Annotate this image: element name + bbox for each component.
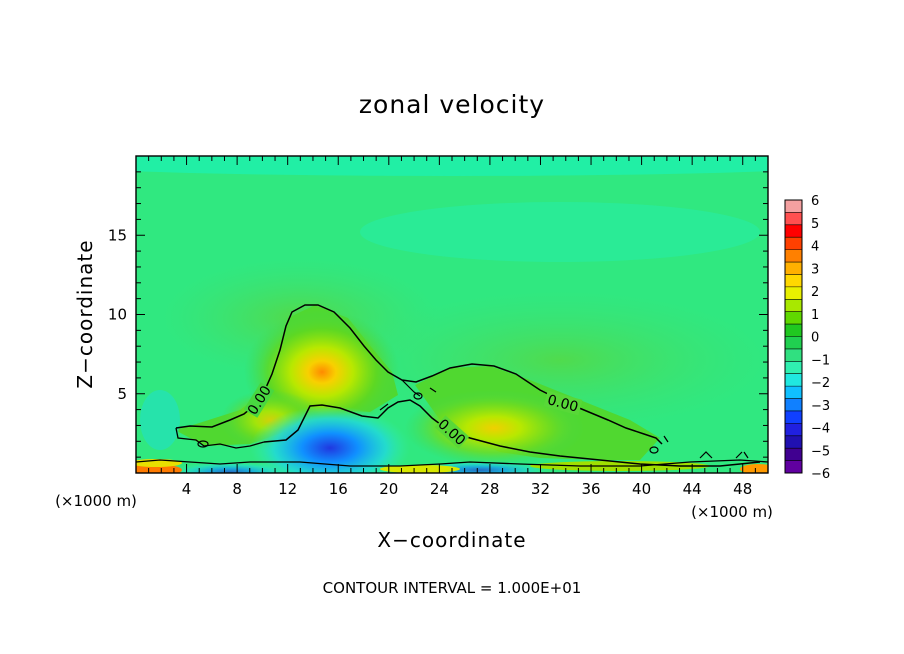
colorbar-tick-label: −1 <box>811 353 830 368</box>
colorbar-swatch <box>785 348 802 362</box>
y-axis-label: Z−coordinate <box>73 239 97 388</box>
zero-contour-fragments <box>379 379 749 459</box>
x-tick-label: 12 <box>278 480 297 498</box>
colorbar-swatch <box>785 274 802 288</box>
edge-mid-warm <box>380 465 460 473</box>
zero-contour-base <box>136 459 768 467</box>
colorbar-tick-label: −6 <box>811 467 830 482</box>
colorbar-swatch <box>785 200 802 213</box>
colorbar-swatch <box>785 237 802 251</box>
y-tick-label: 15 <box>108 226 127 244</box>
zero-contour-small-loop-2 <box>413 392 423 400</box>
colorbar-tick-label: 2 <box>811 285 819 300</box>
colorbar-labels: 6 5 4 3 2 1 0 −1 −2 −3 −4 −5 −6 <box>811 194 830 482</box>
colorbar-swatch <box>785 423 802 437</box>
colorbar-tick-label: 1 <box>811 308 819 323</box>
colorbar-frame <box>784 199 803 474</box>
colorbar-swatch <box>785 224 802 238</box>
colorbar-swatch <box>785 249 802 263</box>
upper-band-2 <box>360 202 760 262</box>
chart-title: zonal velocity <box>359 90 545 119</box>
y-tick-label: 10 <box>108 306 127 324</box>
colorbar-swatch <box>785 336 802 350</box>
x-tick-label: 44 <box>683 480 702 498</box>
x-tick-label: 16 <box>329 480 348 498</box>
colorbar-swatch <box>785 311 802 325</box>
x-unit-left: (×1000 m) <box>55 492 137 510</box>
zero-contour-small-loop-1 <box>197 440 209 448</box>
colorbar-swatch <box>785 361 802 375</box>
colorbar-swatch <box>785 460 802 474</box>
x-axis-label: X−coordinate <box>377 528 526 552</box>
x-tick-label: 24 <box>430 480 449 498</box>
y-tick-label: 5 <box>117 385 127 403</box>
y-axis: 5 10 15 <box>108 171 768 458</box>
x-tick-label: 4 <box>182 480 192 498</box>
zero-contour-inner <box>263 399 761 467</box>
colorbar-tick-label: 3 <box>811 262 819 277</box>
colorbar-tick-label: 5 <box>811 217 819 232</box>
colorbar <box>785 200 802 474</box>
contour-label-bg-2 <box>543 390 583 416</box>
x-tick-label: 20 <box>379 480 398 498</box>
heatmap-field: 0.00 0.00 0.00 <box>136 156 768 473</box>
colorbar-swatch <box>785 410 802 424</box>
colorbar-tick-label: −4 <box>811 422 830 437</box>
colorbar-swatch <box>785 299 802 313</box>
zero-contour-left-lobe <box>175 427 265 449</box>
colorbar-swatch <box>785 324 802 337</box>
x-tick-label: 48 <box>733 480 752 498</box>
colorbar-swatch <box>785 435 802 449</box>
x-tick-label: 8 <box>232 480 242 498</box>
x-tick-label: 28 <box>480 480 499 498</box>
colorbar-swatch <box>785 212 802 226</box>
colorbar-tick-label: 6 <box>811 194 819 209</box>
colorbar-swatch <box>785 448 802 461</box>
colorbar-swatch <box>785 286 802 300</box>
zero-contour-small-loop-3 <box>649 446 659 454</box>
edge-right-warm <box>740 464 768 473</box>
negative-core <box>250 406 410 473</box>
lobe-core-2 <box>404 390 584 466</box>
colorbar-tick-label: −2 <box>811 376 830 391</box>
x-unit-right: (×1000 m) <box>691 503 773 521</box>
colorbar-tick-label: −5 <box>811 444 830 459</box>
negative-core-2 <box>170 462 290 473</box>
colorbar-tick-label: 4 <box>811 240 819 255</box>
colorbar-tick-label: −3 <box>811 399 830 414</box>
contour-label-2: 0.00 <box>546 392 580 416</box>
low-cyan-left <box>140 390 180 450</box>
contour-label-bg-3 <box>434 415 470 449</box>
x-axis: 4 8 12 16 20 24 28 32 36 40 44 48 <box>148 156 756 498</box>
x-tick-label: 36 <box>581 480 600 498</box>
x-tick-label: 40 <box>632 480 651 498</box>
colorbar-swatch <box>785 373 802 387</box>
colorbar-swatch <box>785 386 802 399</box>
contour-interval-note: CONTOUR INTERVAL = 1.000E+01 <box>323 579 582 597</box>
x-tick-label: 32 <box>531 480 550 498</box>
upper-band <box>136 156 768 176</box>
colorbar-swatch <box>785 262 802 275</box>
contour-label-bg-1 <box>243 382 275 418</box>
colorbar-swatch <box>785 398 802 412</box>
colorbar-tick-label: 0 <box>811 331 819 346</box>
